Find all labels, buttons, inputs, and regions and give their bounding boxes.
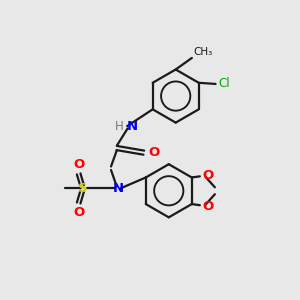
Text: N: N [127, 120, 138, 133]
Text: S: S [79, 182, 88, 195]
Text: O: O [149, 146, 160, 159]
Text: CH₃: CH₃ [193, 47, 212, 57]
Text: N: N [113, 182, 124, 195]
Text: Cl: Cl [218, 77, 230, 90]
Text: O: O [202, 169, 213, 182]
Text: O: O [73, 206, 84, 219]
Text: O: O [202, 200, 213, 213]
Text: H: H [115, 120, 124, 133]
Text: O: O [73, 158, 84, 171]
